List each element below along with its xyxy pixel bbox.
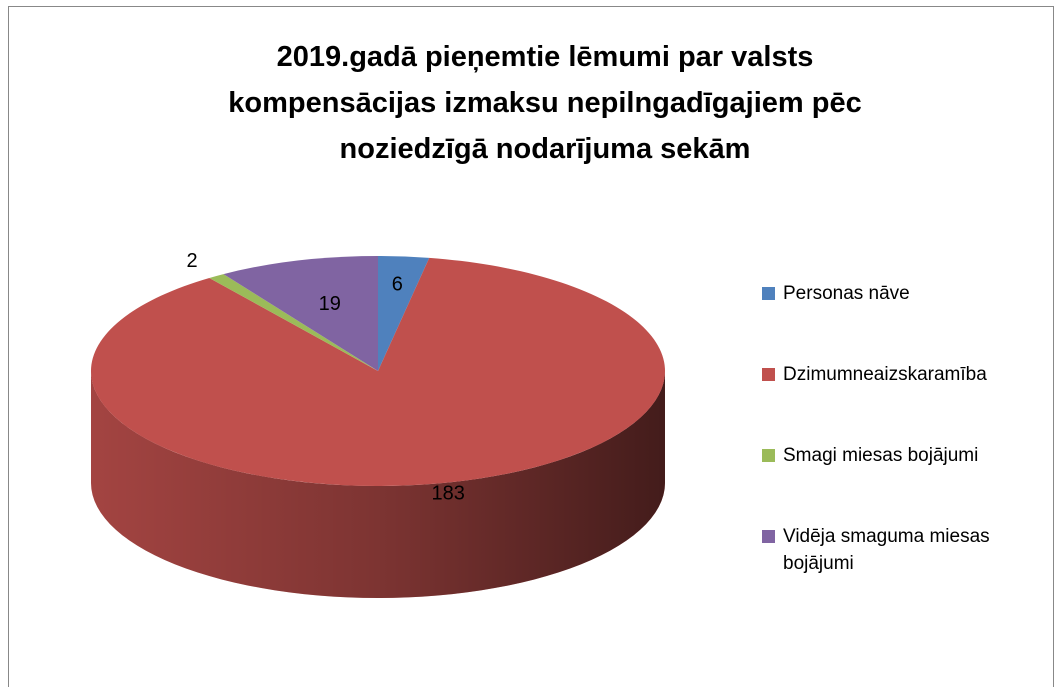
legend-item: Personas nāve	[762, 280, 1052, 361]
legend-item: Smagi miesas bojājumi	[762, 442, 1052, 523]
legend-swatch	[762, 449, 775, 462]
legend-label: Dzimumneaizskaramība	[783, 364, 987, 385]
chart-border	[8, 6, 1054, 687]
slice	[223, 256, 378, 371]
legend-label: Smagi miesas bojājumi	[783, 445, 979, 466]
slice	[378, 256, 430, 371]
chart-title: 2019.gadā pieņemtie lēmumi par valsts ko…	[228, 41, 862, 165]
legend-item: Dzimumneaizskaramība	[762, 361, 1052, 442]
data-label: 19	[319, 293, 341, 315]
legend-label: Personas nāve	[783, 283, 910, 304]
legend-swatch	[762, 530, 775, 543]
data-label: 6	[392, 273, 403, 295]
legend-label: Vidēja smaguma miesas bojājumi	[783, 526, 990, 574]
slice-shade	[91, 371, 665, 598]
legend-swatch	[762, 287, 775, 300]
slice	[209, 274, 378, 371]
data-label: 183	[432, 483, 465, 505]
slice	[91, 257, 666, 486]
legend-swatch	[762, 368, 775, 381]
data-label: 2	[187, 250, 198, 272]
legend-item: Vidēja smaguma miesas bojājumi	[762, 523, 1052, 604]
legend: Personas nāve Dzimumneaizskaramība Smagi m…	[762, 280, 1052, 604]
